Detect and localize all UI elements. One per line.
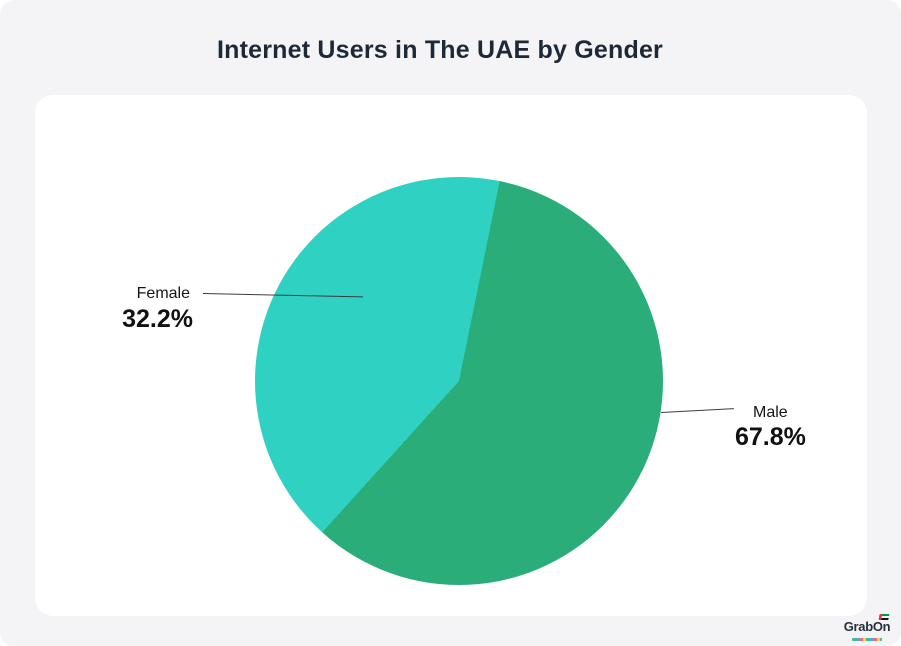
- pie-chart: [255, 177, 663, 585]
- label-female-value: 32.2%: [122, 305, 193, 333]
- logo-tagline: [852, 638, 882, 641]
- grabon-logo-text: GrabOn: [843, 619, 891, 634]
- label-female-name: Female: [136, 285, 190, 302]
- label-male-value: 67.8%: [735, 423, 806, 451]
- grabon-logo: GrabOn: [839, 614, 895, 641]
- uae-flag-icon: [878, 614, 890, 620]
- label-male-name: Male: [753, 404, 788, 421]
- page-title: Internet Users in The UAE by Gender: [217, 36, 663, 64]
